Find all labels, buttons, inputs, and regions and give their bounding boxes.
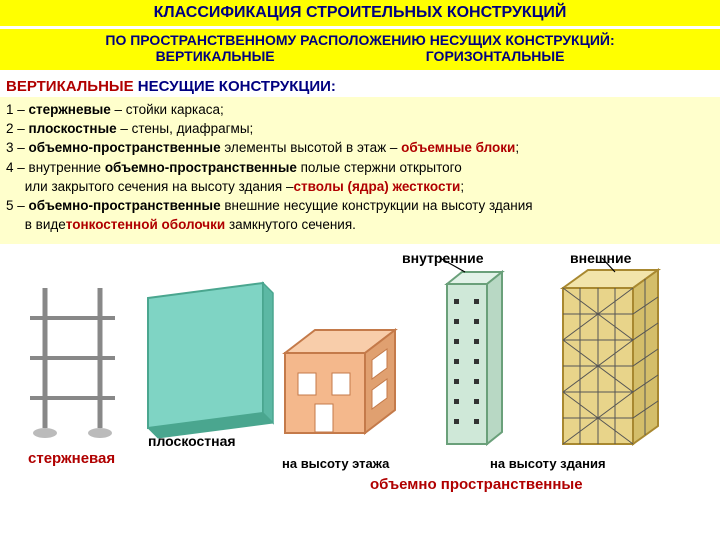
list-item: 2 – плоскостные – стены, диафрагмы; xyxy=(6,120,714,138)
list-item: 5 – объемно-пространственные внешние нес… xyxy=(6,197,714,215)
subtitle-bar: ПО ПРОСТРАНСТВЕННОМУ РАСПОЛОЖЕНИЮ НЕСУЩИ… xyxy=(0,29,720,70)
list-item: 1 – стержневые – стойки каркаса; xyxy=(6,101,714,119)
section-title: ВЕРТИКАЛЬНЫЕ НЕСУЩИЕ КОНСТРУКЦИИ: xyxy=(0,70,720,97)
list-item: 3 – объемно-пространственные элементы вы… xyxy=(6,139,714,157)
section-title-accent: ВЕРТИКАЛЬНЫЕ xyxy=(6,78,138,95)
section-title-rest: НЕСУЩИЕ КОНСТРУКЦИИ: xyxy=(138,78,336,95)
label-volumetric: объемно пространственные xyxy=(370,476,583,493)
label-planar: плоскостная xyxy=(148,433,236,449)
diagram-area: внутренние внешние xyxy=(0,248,720,508)
label-height-floor: на высоту этажа xyxy=(282,456,389,471)
list-item-cont: в видетонкостенной оболочки замкнутого с… xyxy=(6,216,714,234)
subtitle-line1: ПО ПРОСТРАНСТВЕННОМУ РАСПОЛОЖЕНИЮ НЕСУЩИ… xyxy=(0,32,720,48)
diagram-rod xyxy=(20,278,130,453)
label-rod: стержневая xyxy=(28,450,115,467)
list-item: 4 – внутренние объемно-пространственные … xyxy=(6,159,714,177)
list-item-cont: или закрытого сечения на высоту здания –… xyxy=(6,178,714,196)
label-height-building: на высоту здания xyxy=(490,456,606,471)
main-title: КЛАССИФИКАЦИЯ СТРОИТЕЛЬНЫХ КОНСТРУКЦИЙ xyxy=(0,0,720,26)
subtitle-horizontal: ГОРИЗОНТАЛЬНЫЕ xyxy=(426,48,565,64)
arrow-lines xyxy=(0,248,720,298)
subtitle-vertical: ВЕРТИКАЛЬНЫЕ xyxy=(156,48,275,64)
definition-list: 1 – стержневые – стойки каркаса;2 – плос… xyxy=(0,97,720,244)
diagram-block xyxy=(270,318,415,453)
